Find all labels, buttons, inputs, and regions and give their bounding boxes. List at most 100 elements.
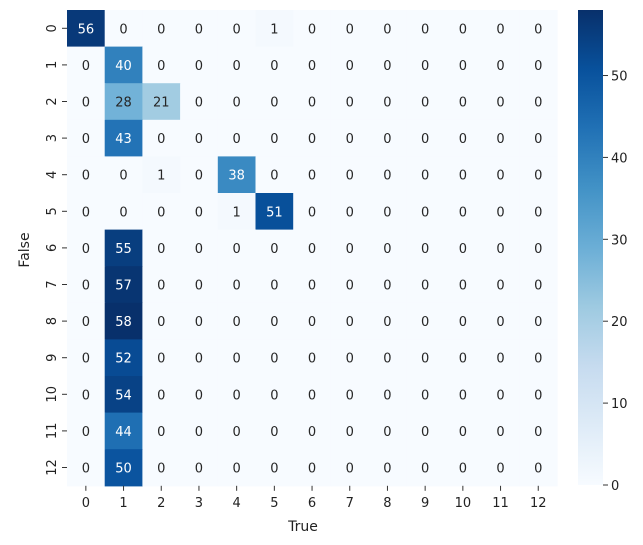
heatmap-cell <box>293 302 332 340</box>
heatmap-cell <box>406 119 445 157</box>
cell-value-label: 0 <box>82 242 90 257</box>
cell-value-label: 28 <box>115 96 132 111</box>
cell-value-label: 0 <box>346 425 354 440</box>
x-tick-label: 3 <box>195 496 203 511</box>
heatmap-cell <box>444 193 483 231</box>
heatmap-cell <box>180 46 219 84</box>
heatmap-cell <box>330 156 370 194</box>
cell-value-label: 0 <box>346 462 354 477</box>
heatmap-cell <box>293 266 332 304</box>
cell-value-label: 0 <box>82 205 90 220</box>
heatmap-cell <box>104 376 143 414</box>
cell-value-label: 0 <box>157 279 165 294</box>
heatmap-cell <box>142 412 181 450</box>
heatmap-cell <box>217 46 257 84</box>
cell-value-label: 0 <box>496 169 504 184</box>
cell-value-label: 0 <box>233 242 241 257</box>
heatmap-cell <box>406 46 445 84</box>
heatmap-cell <box>406 412 445 450</box>
x-tick-label: 12 <box>530 496 547 511</box>
cell-value-label: 0 <box>421 169 429 184</box>
cell-value-label: 0 <box>496 352 504 367</box>
heatmap-cell <box>217 229 257 267</box>
cell-value-label: 0 <box>383 388 391 403</box>
heatmap-cell <box>519 193 558 231</box>
cell-value-label: 0 <box>195 22 203 37</box>
cell-value-label: 0 <box>383 425 391 440</box>
cell-value-label: 0 <box>82 462 90 477</box>
heatmap-cell <box>519 339 558 377</box>
cell-value-label: 0 <box>233 59 241 74</box>
heatmap-cell <box>444 10 483 48</box>
cell-value-label: 0 <box>270 425 278 440</box>
colorbar-tick-label: 30 <box>611 233 628 248</box>
heatmap-cell <box>67 229 106 267</box>
cell-value-label: 0 <box>421 132 429 147</box>
y-tick-label: 0 <box>45 24 60 32</box>
heatmap-cell <box>330 412 370 450</box>
cell-value-label: 0 <box>459 279 467 294</box>
heatmap-cell <box>180 193 219 231</box>
heatmap-cell <box>67 339 106 377</box>
heatmap-cell <box>406 266 445 304</box>
heatmap-cell <box>406 83 445 121</box>
heatmap-cell <box>255 10 294 48</box>
heatmap-cell <box>519 119 558 157</box>
cell-value-label: 58 <box>115 315 132 330</box>
cell-value-label: 0 <box>82 388 90 403</box>
cell-value-label: 0 <box>346 352 354 367</box>
heatmap-cell <box>142 119 181 157</box>
cell-value-label: 0 <box>534 462 542 477</box>
cell-value-label: 0 <box>459 22 467 37</box>
cell-value-label: 43 <box>115 132 132 147</box>
cell-value-label: 0 <box>534 425 542 440</box>
cell-value-label: 21 <box>153 96 170 111</box>
cell-value-label: 0 <box>496 22 504 37</box>
x-tick-label: 6 <box>308 496 316 511</box>
x-axis-ticks: 0 1 2 3 4 5 6 7 8 9 10 11 12 <box>82 485 547 511</box>
cell-value-label: 0 <box>157 205 165 220</box>
cell-value-label: 0 <box>496 242 504 257</box>
cell-value-label: 50 <box>115 462 132 477</box>
cell-value-label: 0 <box>421 96 429 111</box>
cell-value-label: 0 <box>383 352 391 367</box>
y-tick-label: 10 <box>45 386 60 403</box>
heatmap-cell <box>217 266 257 304</box>
cell-value-label: 0 <box>421 388 429 403</box>
cell-value-label: 0 <box>496 96 504 111</box>
cell-value-label: 0 <box>421 22 429 37</box>
cell-value-label: 0 <box>233 96 241 111</box>
cell-value-label: 0 <box>534 22 542 37</box>
heatmap-cell <box>104 266 143 304</box>
cell-value-label: 0 <box>195 96 203 111</box>
heatmap-cell <box>67 10 106 48</box>
cell-value-label: 0 <box>496 462 504 477</box>
heatmap-cell <box>67 46 106 84</box>
cell-value-label: 0 <box>195 462 203 477</box>
cell-value-label: 0 <box>270 315 278 330</box>
heatmap-cell <box>142 376 181 414</box>
cell-value-label: 0 <box>346 132 354 147</box>
colorbar-tick-label: 40 <box>611 151 628 166</box>
heatmap-cell <box>217 376 257 414</box>
colorbar-tick-label: 0 <box>611 479 619 494</box>
heatmap-cell <box>293 83 332 121</box>
heatmap-cell <box>255 339 294 377</box>
heatmap-cell <box>104 10 143 48</box>
cell-value-label: 0 <box>496 425 504 440</box>
x-tick-label: 0 <box>82 496 90 511</box>
heatmap-cell <box>368 412 407 450</box>
cell-value-label: 0 <box>346 59 354 74</box>
heatmap-cell <box>67 83 106 121</box>
x-tick-label: 4 <box>233 496 241 511</box>
cell-value-label: 0 <box>157 388 165 403</box>
y-tick-label: 8 <box>45 317 60 325</box>
cell-value-label: 0 <box>308 279 316 294</box>
cell-value-label: 0 <box>421 462 429 477</box>
cell-value-label: 0 <box>459 352 467 367</box>
colorbar-ticks: 0 10 20 30 40 50 <box>603 70 628 494</box>
cell-value-label: 0 <box>534 59 542 74</box>
cell-value-label: 0 <box>82 425 90 440</box>
heatmap-cell <box>104 449 143 487</box>
